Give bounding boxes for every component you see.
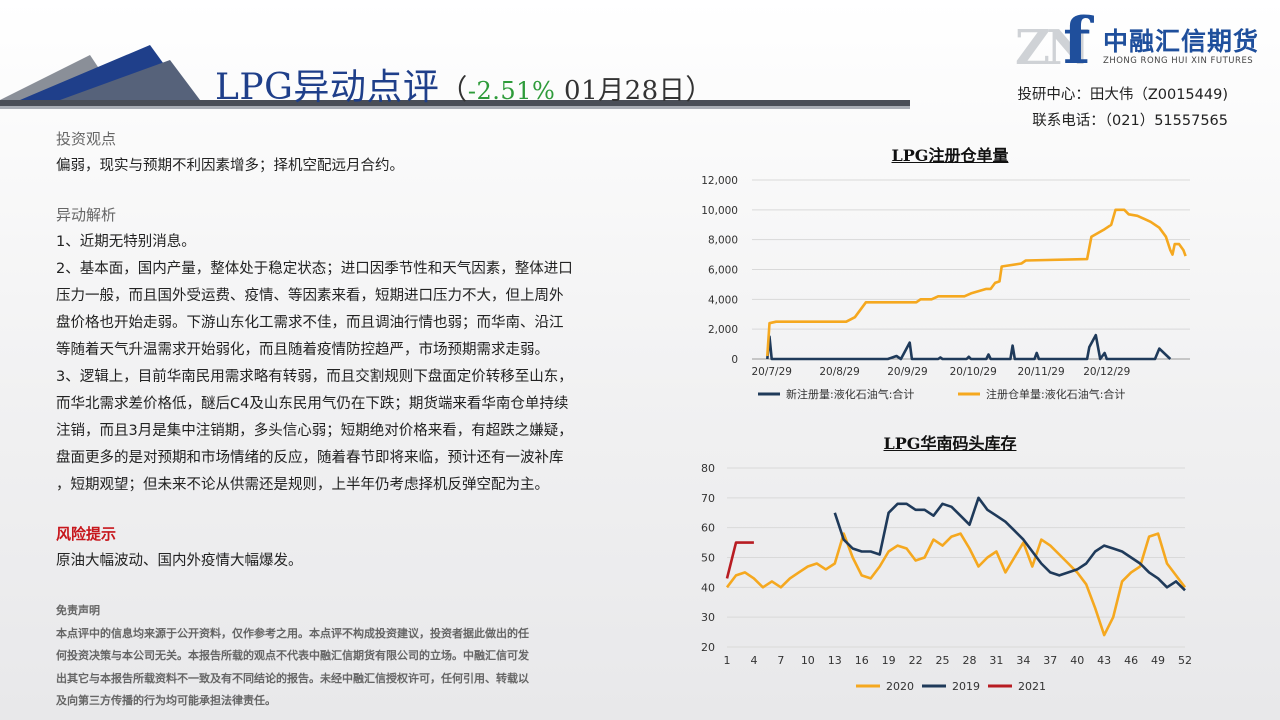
x-tick-label: 22	[909, 654, 923, 667]
disclaimer-line: 及向第三方传播的行为均可能承担法律责任。	[56, 694, 276, 707]
disclaimer-line: 本点评中的信息均来源于公开资料，仅作参考之用。本点评不构成投资建议，投资者据此做…	[56, 626, 529, 640]
legend-label: 2019	[952, 680, 980, 693]
disclaimer-heading: 免责声明	[56, 604, 100, 617]
analysis-line: 2、基本面，国内产量，整体处于稳定状态；进口因季节性和天气因素，整体进口	[56, 261, 573, 277]
y-tick-label: 50	[701, 552, 715, 565]
analysis-line: 压力一般，而且国外受运费、疫情、等因素来看，短期进口压力不大，但上周外	[56, 288, 564, 304]
x-tick-label: 20/12/29	[1083, 366, 1130, 378]
disclaimer-line: 出其它与本报告所载资料不一致及有不同结论的报告。未经中融汇信授权许可，任何引用、…	[56, 671, 529, 685]
y-tick-label: 40	[701, 581, 715, 594]
chart-warehouse-receipts: 0 2,000 4,000 6,000 8,000 10,000 12,000 20/7/29…	[701, 175, 1190, 401]
y-tick-label: 8,000	[708, 235, 738, 247]
header-rule	[0, 100, 910, 106]
legend-label: 2021	[1018, 680, 1046, 693]
header-rule-light	[0, 106, 910, 109]
legend-label: 注册仓单量:液化石油气:合计	[986, 387, 1125, 401]
analysis-heading: 异动解析	[56, 206, 117, 224]
x-tick-label: 28	[962, 654, 976, 667]
x-tick-label: 46	[1124, 654, 1138, 667]
risk-text: 原油大幅波动、国内外疫情大幅爆发。	[56, 553, 303, 569]
x-tick-label: 49	[1151, 654, 1165, 667]
series-line	[766, 333, 1172, 361]
commentary-body: 投资观点 偏弱，现实与预期不利因素增多；择机空配远月合约。 异动解析 1、近期无…	[56, 126, 656, 575]
chart-south-china-inventory: 20 30 40 50 60 70 80 1 4 7 10 13 16 19 22 25 28 31 34 37 40 4…	[701, 462, 1192, 693]
x-tick-label: 43	[1097, 654, 1111, 667]
x-tick-label: 34	[1016, 654, 1030, 667]
y-tick-label: 4,000	[708, 294, 738, 306]
x-tick-label: 16	[855, 654, 869, 667]
y-tick-label: 70	[701, 492, 715, 505]
risk-heading: 风险提示	[56, 525, 117, 543]
header-triangle-dark	[60, 60, 200, 100]
title-paren-close: ）	[685, 73, 714, 106]
title-text: LPG异动点评	[215, 67, 440, 108]
contact-analyst: 投研中心：田大伟（Z0015449)	[1017, 87, 1228, 103]
legend-label: 新注册量:液化石油气:合计	[786, 387, 914, 401]
x-tick-label: 31	[989, 654, 1003, 667]
view-text: 偏弱，现实与预期不利因素增多；择机空配远月合约。	[56, 158, 404, 174]
analysis-line: 注销，而且3月是集中注销期，多头信心弱；短期绝对价格来看，有超跌之嫌疑，	[56, 423, 573, 439]
y-tick-label: 6,000	[708, 265, 738, 277]
disclaimer-line: 何投资决策与本公司无关。本报告所载的观点不代表中融汇信期货有限公司的立场。中融汇…	[56, 649, 529, 662]
x-tick-label: 20/8/29	[819, 366, 859, 378]
series-line	[725, 532, 1187, 637]
logo-name-en: ZHONG RONG HUI XIN FUTURES	[1103, 56, 1254, 66]
x-tick-label: 13	[828, 654, 842, 667]
analysis-line: 等随着天气升温需求开始弱化，而且随着疫情防控趋严，市场预期需求走弱。	[56, 342, 549, 358]
x-tick-label: 40	[1070, 654, 1084, 667]
y-tick-label: 0	[731, 354, 738, 366]
analysis-line: 1、近期无特别消息。	[56, 234, 196, 250]
title-date: 01月28日	[555, 76, 686, 106]
logo-mark: ZN	[1015, 20, 1090, 76]
series-line	[725, 541, 754, 579]
logo-name-cn: 中融汇信期货	[1103, 27, 1260, 56]
x-tick-label: 20/9/29	[887, 366, 927, 378]
contact-info: 投研中心：田大伟（Z0015449) 联系电话：（021）51557565	[1017, 82, 1228, 134]
y-tick-label: 10,000	[701, 205, 738, 217]
x-tick-label: 20/10/29	[950, 366, 997, 378]
analysis-line: 3、逻辑上，目前华南民用需求略有转弱，而且交割规则下盘面定价转移至山东，	[56, 369, 573, 385]
analysis-line: 盘价格也开始走弱。下游山东化工需求不佳，而且调油行情也弱；而华南、沿江	[56, 315, 564, 331]
x-tick-label: 52	[1178, 654, 1192, 667]
logo-letter: f	[1063, 4, 1091, 79]
y-tick-label: 2,000	[708, 324, 738, 336]
series-line	[766, 208, 1187, 357]
title-paren-open: （	[439, 73, 468, 106]
x-tick-label: 1	[724, 654, 731, 667]
x-tick-label: 20/7/29	[751, 366, 791, 378]
header-decoration	[0, 45, 200, 100]
x-tick-label: 7	[777, 654, 784, 667]
analysis-line: 而华北需求差价格低，醚后C4及山东民用气仍在下跌；期货端来看华南仓单持续	[56, 396, 569, 412]
analysis-line: ，短期观望；但未来不论从供需还是规则，上半年仍考虑择机反弹空配为主。	[56, 477, 549, 493]
price-change: -2.51%	[467, 77, 556, 105]
x-tick-label: 37	[1043, 654, 1057, 667]
company-logo: ZN f 中融汇信期货 ZHONG RONG HUI XIN FUTURES	[1015, 4, 1270, 79]
view-heading: 投资观点	[56, 130, 117, 148]
chart1-title: LPG注册仓单量	[891, 146, 1009, 165]
x-tick-label: 20/11/29	[1017, 366, 1064, 378]
disclaimer: 免责声明 本点评中的信息均来源于公开资料，仅作参考之用。本点评不构成投资建议，投…	[56, 600, 636, 713]
analysis-line: 盘面更多的是对预期和市场情绪的反应，随着春节即将来临，预计还有一波补库	[56, 450, 564, 466]
series-line	[833, 496, 1186, 592]
x-tick-label: 25	[936, 654, 950, 667]
x-tick-label: 19	[882, 654, 896, 667]
x-tick-label: 4	[750, 654, 757, 667]
page-title: LPG异动点评（-2.51% 01月28日）	[215, 58, 714, 110]
y-tick-label: 60	[701, 522, 715, 535]
y-tick-label: 20	[701, 641, 715, 654]
y-tick-label: 80	[701, 462, 715, 475]
legend-label: 2020	[886, 680, 914, 693]
y-tick-label: 12,000	[701, 175, 738, 187]
chart2-title: LPG华南码头库存	[883, 434, 1017, 453]
y-tick-label: 30	[701, 611, 715, 624]
contact-phone: 联系电话：（021）51557565	[1032, 113, 1228, 129]
x-tick-label: 10	[801, 654, 815, 667]
